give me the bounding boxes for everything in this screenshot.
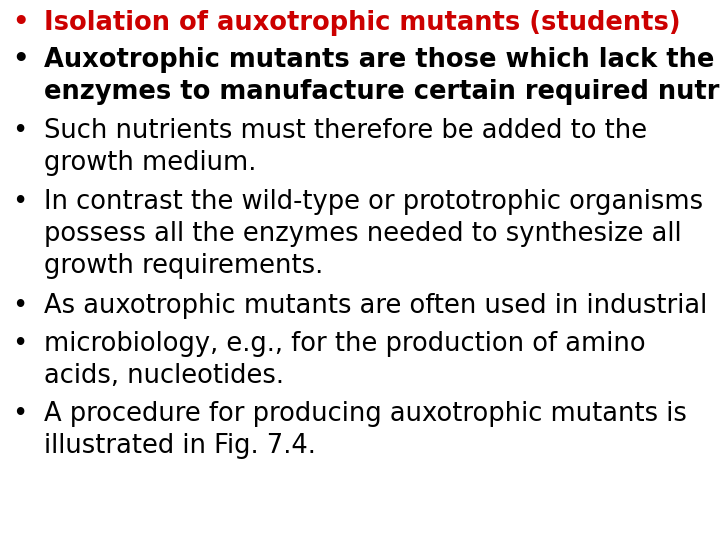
- Text: A procedure for producing auxotrophic mutants is
illustrated in Fig. 7.4.: A procedure for producing auxotrophic mu…: [44, 401, 687, 460]
- Text: •: •: [12, 48, 29, 73]
- Text: •: •: [12, 118, 27, 144]
- Text: •: •: [12, 293, 27, 319]
- Text: In contrast the wild-type or prototrophic organisms
possess all the enzymes need: In contrast the wild-type or prototrophi…: [44, 189, 703, 279]
- Text: As auxotrophic mutants are often used in industrial: As auxotrophic mutants are often used in…: [44, 293, 707, 319]
- Text: •: •: [12, 10, 29, 36]
- Text: microbiology, e.g., for the production of amino
acids, nucleotides.: microbiology, e.g., for the production o…: [44, 330, 646, 389]
- Text: Auxotrophic mutants are those which lack the
enzymes to manufacture certain requ: Auxotrophic mutants are those which lack…: [44, 48, 720, 105]
- Text: •: •: [12, 330, 27, 356]
- Text: •: •: [12, 189, 27, 215]
- Text: •: •: [12, 401, 27, 428]
- Text: Such nutrients must therefore be added to the
growth medium.: Such nutrients must therefore be added t…: [44, 118, 647, 176]
- Text: Isolation of auxotrophic mutants (students): Isolation of auxotrophic mutants (studen…: [44, 10, 680, 36]
